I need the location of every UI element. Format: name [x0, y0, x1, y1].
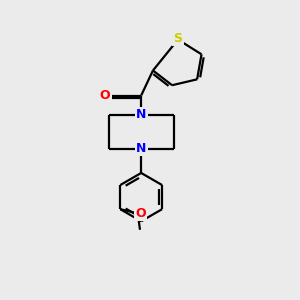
- Text: N: N: [136, 142, 146, 155]
- Text: S: S: [173, 32, 182, 45]
- Text: O: O: [100, 89, 110, 102]
- Text: N: N: [136, 108, 146, 121]
- Text: O: O: [135, 207, 146, 220]
